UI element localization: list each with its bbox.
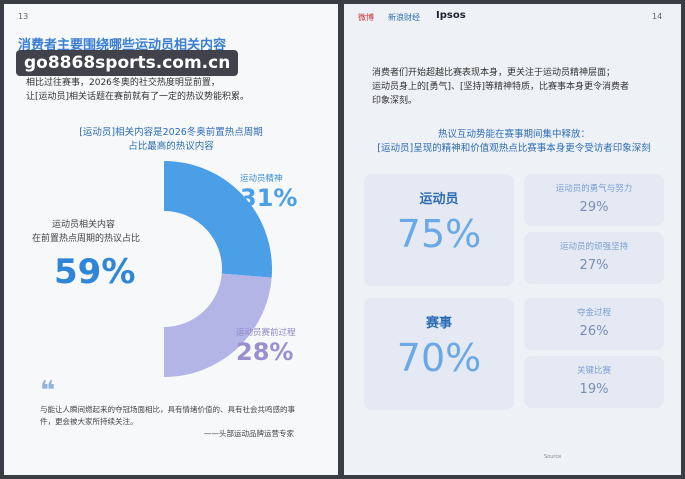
intro-line: 相比过往赛事，2026冬奥的社交热度明显前置， xyxy=(26,78,220,88)
source-note: Source xyxy=(544,454,562,460)
intro-line: 让[运动员]相关话题在赛前就有了一定的热议势能积累。 xyxy=(26,92,250,102)
total-value: 59% xyxy=(54,252,136,292)
item-label: 关键比赛 xyxy=(576,366,611,376)
segment-value: 28% xyxy=(236,338,294,366)
logo: 新浪财经 xyxy=(388,13,420,22)
quote-mark: ❝ xyxy=(40,376,56,406)
item-card xyxy=(524,174,664,226)
item-label: 运动员的勇气与努力 xyxy=(555,184,633,194)
total-label: 运动员相关内容 xyxy=(52,220,116,230)
donut-segment xyxy=(164,273,272,377)
segment-label: 运动员精神 xyxy=(240,174,283,184)
total-label: 在前置热点周期的热议占比 xyxy=(32,234,141,244)
page-number: 13 xyxy=(18,12,29,21)
segment-value: 31% xyxy=(240,184,298,212)
donut-segment xyxy=(164,161,272,278)
item-value: 19% xyxy=(579,382,609,397)
group-card xyxy=(364,298,514,410)
intro-line: 印象深刻。 xyxy=(372,96,418,106)
group-name: 运动员 xyxy=(419,192,459,207)
item-card xyxy=(524,356,664,408)
item-card xyxy=(524,232,664,284)
logo: 微博 xyxy=(358,13,374,22)
chart-title: 占比最高的热议内容 xyxy=(128,141,214,152)
page-title: 消费者主要围绕哪些运动员相关内容 xyxy=(18,38,227,53)
logo: Ipsos xyxy=(436,10,466,21)
item-label: 夺金过程 xyxy=(576,308,611,318)
page-number: 14 xyxy=(652,12,663,21)
watermark: go8868sports.com.cn xyxy=(16,50,239,76)
intro-line: 运动员身上的[勇气]、[坚持]等精神特质，比赛事本身更令消费者 xyxy=(372,82,630,92)
quote: 与能让人瞬间燃起来的夺冠场面相比，具有情绪价值的、具有社会共鸣感的事件，更会被大… xyxy=(40,405,295,426)
item-label: 运动员的顽强坚持 xyxy=(559,242,628,252)
section-title: 热议互动势能在赛事期间集中释放： xyxy=(437,129,590,140)
chart-title: [运动员]相关内容是2026冬奥前置热点周期 xyxy=(79,127,263,138)
item-value: 26% xyxy=(579,324,609,339)
group-name: 赛事 xyxy=(425,316,452,331)
item-value: 29% xyxy=(579,200,609,215)
segment-label: 运动员赛前过程 xyxy=(236,328,296,338)
group-card xyxy=(364,174,514,286)
right-page: 微博 新浪财经 Ipsos 14 消费者们开始超越比赛表现本身，更关注于运动员精… xyxy=(344,4,681,475)
item-value: 27% xyxy=(579,258,609,273)
donut-chart xyxy=(164,161,272,377)
group-value: 70% xyxy=(396,336,482,380)
intro-line: 消费者们开始超越比赛表现本身，更关注于运动员精神层面； xyxy=(372,68,616,78)
item-card xyxy=(524,298,664,350)
section-title: [运动员]呈现的精神和价值观热点比赛事本身更令受访者印象深刻 xyxy=(377,143,651,154)
left-page: 13 消费者主要围绕哪些运动员相关内容 go8868sports.com.cn … xyxy=(4,4,338,475)
group-value: 75% xyxy=(396,212,482,256)
quote-source: ——头部运动品牌运营专家 xyxy=(204,429,294,438)
